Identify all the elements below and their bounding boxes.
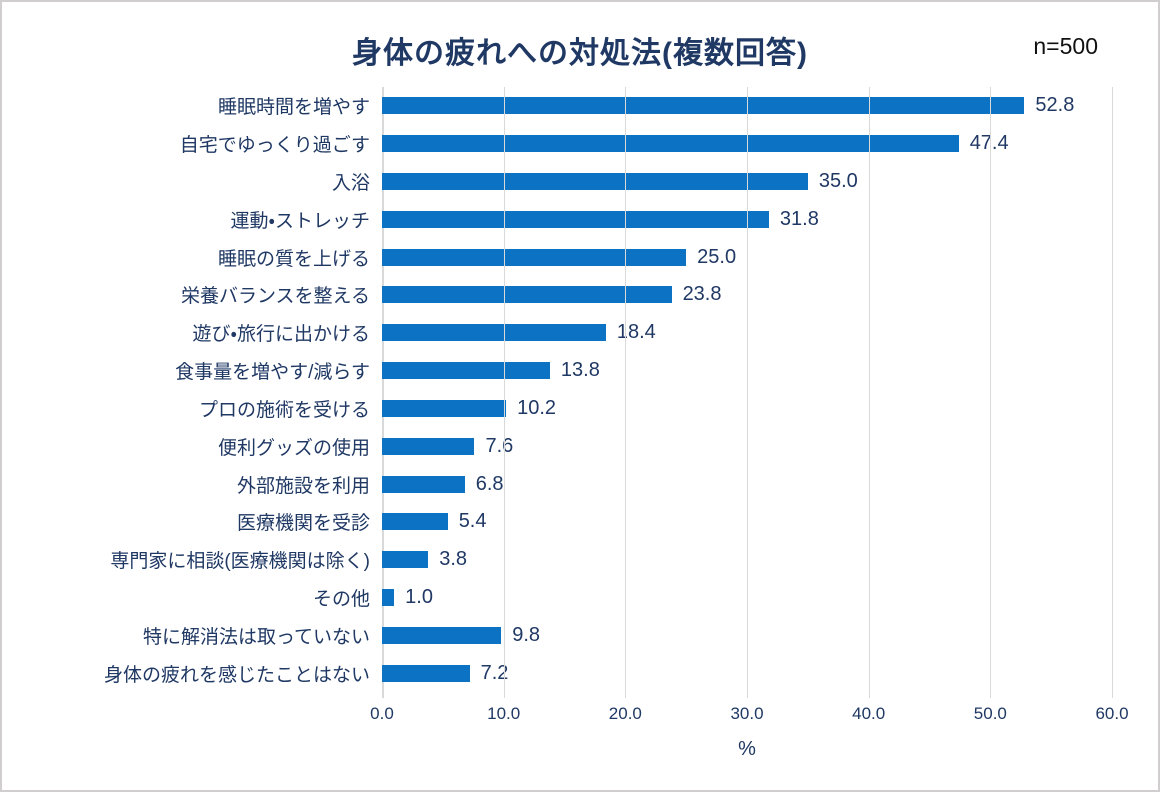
bar-rows: 52.8 47.4 35.0 31.8 25.0 23.8 18.4 13.8 10.2 7.6 6… (382, 87, 1112, 692)
bar-row: 3.8 (382, 541, 1112, 579)
bar-row: 25.0 (382, 238, 1112, 276)
x-tick-label: 30.0 (730, 704, 764, 723)
value-label: 1.0 (405, 585, 433, 608)
bar (382, 664, 470, 682)
category-label: 遊び・旅行に出かける (192, 324, 370, 346)
value-label: 10.2 (517, 396, 557, 419)
x-axis: 0.0 10.0 20.0 30.0 40.0 50.0 60.0 (370, 704, 1128, 728)
chart-title: 身体の疲れへの対処法(複数回答) (352, 37, 808, 70)
bar-row: 1.0 (382, 579, 1112, 617)
bar-row: 52.8 (382, 87, 1112, 125)
category-label: 自宅でゆっくり過ごす (179, 135, 370, 157)
gridline (503, 87, 505, 698)
value-label: 6.8 (475, 472, 504, 495)
category-label: 身体の疲れを感じたことはない (103, 664, 370, 686)
category-label: プロの施術を受ける (198, 399, 370, 421)
plot-area: 52.8 47.4 35.0 31.8 25.0 23.8 18.4 13.8 10.2 7.6 6… (382, 87, 1113, 698)
gridline (868, 87, 870, 698)
bar-row: 7.6 (382, 427, 1112, 465)
value-label: 18.4 (616, 321, 656, 344)
bar (382, 626, 502, 644)
bar-row: 18.4 (382, 314, 1112, 352)
category-label: 特に解消法は取っていない (142, 626, 370, 648)
x-tick-label: 0.0 (370, 704, 394, 723)
value-label: 13.8 (560, 359, 600, 382)
category-label: 食事量を増やす/減らす (175, 362, 370, 384)
gridline (625, 87, 627, 698)
bar (382, 173, 808, 191)
bar-chart: 睡眠時間を増やす自宅でゆっくり過ごす入浴運動・ストレッチ睡眠の質を上げる栄養バラ… (2, 87, 1113, 698)
value-label: 52.8 (1035, 94, 1075, 117)
category-label: その他 (312, 588, 370, 610)
category-label: 専門家に相談(医療機関は除く) (110, 551, 370, 573)
bar-row: 6.8 (382, 465, 1112, 503)
value-label: 7.2 (480, 661, 509, 684)
value-label: 25.0 (697, 245, 737, 268)
gridline (990, 87, 992, 698)
value-label: 47.4 (969, 132, 1009, 155)
bar (382, 286, 672, 304)
bar (382, 513, 448, 531)
value-label: 35.0 (818, 170, 858, 193)
category-axis: 睡眠時間を増やす自宅でゆっくり過ごす入浴運動・ストレッチ睡眠の質を上げる栄養バラ… (2, 87, 382, 692)
gridline (747, 87, 748, 698)
category-label: 医療機関を受診 (236, 513, 370, 535)
bar (382, 475, 465, 493)
bar-row: 13.8 (382, 352, 1112, 390)
category-label: 睡眠時間を増やす (217, 97, 370, 119)
bar-row: 10.2 (382, 390, 1112, 428)
bar (382, 135, 959, 153)
gridline (1112, 87, 1113, 698)
value-label: 7.6 (485, 434, 514, 457)
bar (382, 210, 769, 228)
bar-row: 5.4 (382, 503, 1112, 541)
bar-row: 31.8 (382, 200, 1112, 238)
x-tick-label: 50.0 (973, 704, 1007, 723)
category-label: 栄養バランスを整える (180, 286, 370, 308)
bar (382, 248, 687, 266)
x-tick-label: 20.0 (608, 704, 642, 723)
value-label: 5.4 (458, 510, 487, 533)
category-label: 外部施設を利用 (236, 475, 370, 497)
category-label: 入浴 (331, 173, 370, 195)
value-label: 31.8 (779, 207, 819, 230)
bar-row: 9.8 (382, 616, 1112, 654)
value-label: 9.8 (512, 623, 541, 646)
bar (382, 324, 606, 342)
bar (382, 362, 550, 380)
x-tick-label: 10.0 (487, 704, 521, 723)
category-label: 運動・ストレッチ (230, 210, 370, 232)
bar (382, 551, 429, 569)
bar (382, 399, 507, 417)
value-label: 3.8 (439, 548, 468, 571)
category-label: 睡眠の質を上げる (217, 248, 370, 270)
bar-row: 23.8 (382, 276, 1112, 314)
bar (382, 588, 395, 606)
y-axis-line (382, 87, 384, 698)
bar (382, 97, 1025, 115)
x-tick-label: 60.0 (1095, 704, 1129, 723)
bar (382, 437, 475, 455)
x-axis-title: % (738, 738, 756, 760)
bar-row: 7.2 (382, 654, 1112, 692)
sample-size-label: n=500 (1033, 33, 1098, 59)
category-label: 便利グッズの使用 (217, 437, 370, 459)
bar-row: 35.0 (382, 163, 1112, 201)
value-label: 23.8 (682, 283, 722, 306)
x-tick-label: 40.0 (852, 704, 886, 723)
bar-row: 47.4 (382, 125, 1112, 163)
